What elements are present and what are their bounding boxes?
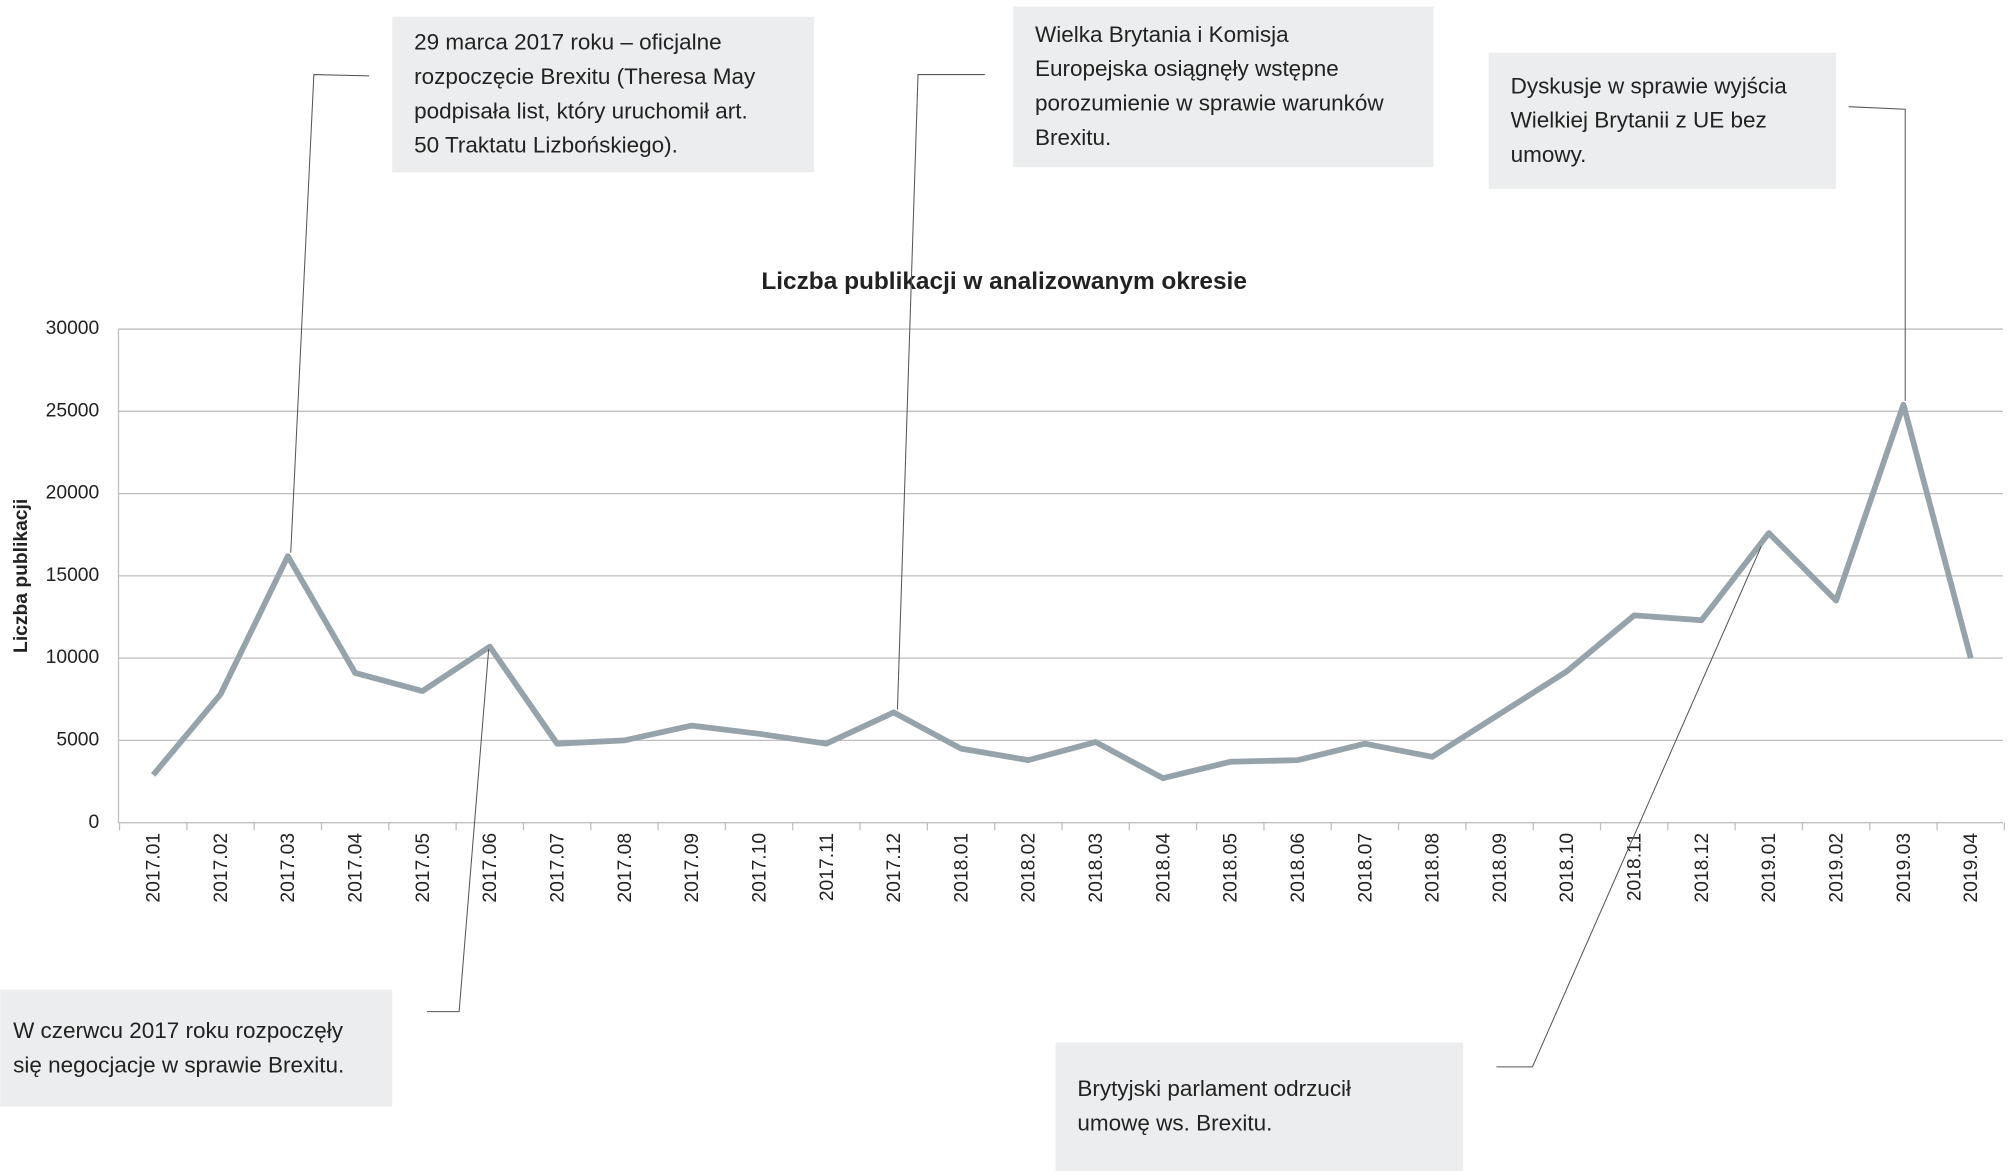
annotation-box <box>1055 1042 1464 1171</box>
x-tick-label: 2019.01 <box>1759 833 1780 903</box>
x-tick-label: 2018.08 <box>1423 833 1444 903</box>
y-tick-label: 15000 <box>46 565 100 586</box>
x-tick-label: 2017.05 <box>413 833 434 903</box>
annotation-text: rozpoczęcie Brexitu (Theresa May <box>414 64 756 89</box>
x-tick-label: 2017.12 <box>884 833 905 903</box>
x-tick-label: 2017.07 <box>547 833 568 903</box>
annotation-connector <box>290 74 370 553</box>
x-tick-label: 2018.12 <box>1692 833 1713 903</box>
annotation-box <box>1488 52 1836 189</box>
annotation-box <box>0 989 393 1107</box>
y-tick-label: 20000 <box>46 483 100 504</box>
x-tick-label: 2017.09 <box>682 833 703 903</box>
y-tick-label: 0 <box>89 812 100 833</box>
x-tick-label: 2017.11 <box>817 833 838 901</box>
annotation-text: podpisała list, który uruchomił art. <box>414 98 748 123</box>
annotation-text: Europejska osiągnęły wstępne <box>1035 56 1339 81</box>
annotation-text: Dyskusje w sprawie wyjścia <box>1511 73 1788 98</box>
y-tick-label: 5000 <box>56 729 99 750</box>
x-tick-label: 2018.06 <box>1288 833 1309 903</box>
x-tick-label: 2017.02 <box>211 833 232 903</box>
annotation-text: Brexitu. <box>1035 125 1111 150</box>
annotation-text: 29 marca 2017 roku – oficjalne <box>414 30 721 55</box>
x-tick-label: 2018.10 <box>1557 833 1578 903</box>
x-tick-label: 2019.02 <box>1827 833 1848 903</box>
annotation-text: umowę ws. Brexitu. <box>1077 1110 1272 1135</box>
line-series <box>150 401 1974 782</box>
x-tick-label: 2018.11 <box>1625 833 1646 901</box>
x-tick-label: 2018.09 <box>1490 833 1511 903</box>
annotation-text: umowy. <box>1511 142 1587 167</box>
annotation-text: 50 Traktatu Lizbońskiego). <box>414 133 678 158</box>
y-tick-label: 25000 <box>46 400 100 421</box>
x-tick-label: 2019.04 <box>1961 833 1982 903</box>
annotation-text: Wielkiej Brytanii z UE bez <box>1511 108 1767 133</box>
annotation-box <box>392 16 814 173</box>
x-tick-label: 2018.02 <box>1019 833 1040 903</box>
annotation-text: W czerwcu 2017 roku rozpoczęły <box>13 1018 344 1043</box>
x-tick-label: 2017.04 <box>346 833 367 903</box>
annotation-connector <box>1848 106 1906 402</box>
annotation-box <box>1013 6 1434 168</box>
y-tick-label: 30000 <box>46 318 100 339</box>
x-tick-label: 2017.08 <box>615 833 636 903</box>
x-tick-label: 2018.03 <box>1086 833 1107 903</box>
y-tick-label: 10000 <box>46 647 100 668</box>
x-tick-label: 2017.06 <box>480 833 501 903</box>
x-tick-label: 2018.07 <box>1355 833 1376 903</box>
x-tick-label: 2018.04 <box>1153 833 1174 903</box>
annotation-text: się negocjacje w sprawie Brexitu. <box>13 1052 344 1077</box>
x-tick-label: 2017.01 <box>144 833 165 903</box>
x-tick-label: 2018.05 <box>1221 833 1242 903</box>
x-tick-label: 2018.01 <box>951 833 972 903</box>
annotation-text: Brytyjski parlament odrzucił <box>1077 1076 1351 1101</box>
x-tick-label: 2017.10 <box>749 833 770 903</box>
annotation-connector <box>896 74 985 710</box>
annotation-text: porozumienie w sprawie warunków <box>1035 91 1384 116</box>
annotation-connector <box>426 649 490 1013</box>
chart-title: Liczba publikacji w analizowanym okresie <box>761 268 1247 295</box>
annotation-connector <box>1496 546 1762 1068</box>
x-tick-label: 2017.03 <box>278 833 299 903</box>
y-axis-label: Liczba publikacji <box>11 499 32 653</box>
annotation-text: Wielka Brytania i Komisja <box>1035 22 1289 47</box>
x-tick-label: 2019.03 <box>1894 833 1915 903</box>
